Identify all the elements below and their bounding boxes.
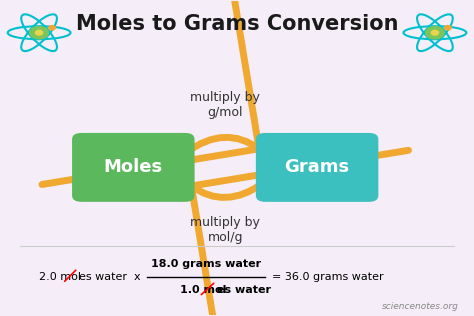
Circle shape [30, 27, 48, 39]
Circle shape [431, 30, 438, 35]
FancyArrowPatch shape [42, 0, 259, 185]
Circle shape [36, 30, 43, 35]
Text: Moles to Grams Conversion: Moles to Grams Conversion [76, 14, 398, 34]
Text: sciencenotes.org: sciencenotes.org [382, 302, 458, 312]
Text: multiply by
mol/g: multiply by mol/g [190, 216, 260, 244]
Text: Moles: Moles [104, 158, 163, 176]
Text: 1.0 mol: 1.0 mol [181, 285, 227, 295]
Text: 2.0 mol: 2.0 mol [39, 272, 81, 282]
Text: 18.0 grams water: 18.0 grams water [151, 259, 262, 269]
FancyArrowPatch shape [191, 150, 409, 316]
Circle shape [426, 27, 444, 39]
Text: es water: es water [217, 285, 271, 295]
FancyBboxPatch shape [256, 133, 378, 202]
Circle shape [49, 26, 55, 30]
Text: es water  x: es water x [79, 272, 141, 282]
Text: multiply by
g/mol: multiply by g/mol [190, 91, 260, 119]
Text: Grams: Grams [284, 158, 350, 176]
Text: = 36.0 grams water: = 36.0 grams water [273, 272, 384, 282]
Circle shape [445, 26, 451, 30]
FancyBboxPatch shape [72, 133, 195, 202]
